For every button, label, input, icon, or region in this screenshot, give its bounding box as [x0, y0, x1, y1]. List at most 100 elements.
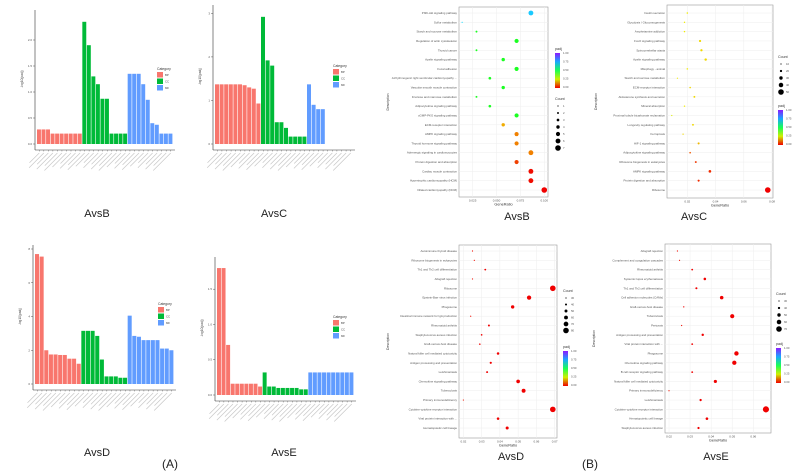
- size-legend-dot: [777, 306, 781, 310]
- data-point: [528, 150, 534, 156]
- legend-swatch-mf: [333, 333, 339, 339]
- bar-bp: [242, 85, 247, 144]
- bar-bp: [76, 363, 81, 384]
- x-tick-label: 0.07: [552, 440, 558, 444]
- colorbar-tick-label: 0.75: [786, 117, 792, 121]
- data-point: [700, 49, 703, 52]
- bar-mf: [311, 104, 316, 144]
- x-tick-label-illegible: [52, 152, 67, 168]
- x-tick-label-illegible: [44, 152, 58, 166]
- size-legend-dot: [555, 138, 561, 144]
- x-tick-label-illegible: [27, 392, 43, 408]
- legend-label: BP: [165, 73, 169, 77]
- figure-label-a: (A): [162, 457, 178, 471]
- data-point: [526, 295, 532, 300]
- colorbar-tick-label: 0.50: [784, 363, 790, 367]
- colorbar-tick-label: 0.00: [784, 380, 790, 384]
- y-tick-label: Amphetamine addiction: [635, 30, 666, 34]
- x-tick-label-illegible: [263, 403, 279, 419]
- y-tick-label: Primary immunodeficiency: [423, 398, 457, 402]
- bar-cc: [290, 387, 295, 395]
- data-point: [514, 66, 519, 71]
- bar-cc: [118, 377, 123, 384]
- bar-bp: [72, 358, 77, 384]
- bar-bp: [77, 133, 82, 144]
- y-axis-label: Description: [592, 330, 596, 347]
- bar-cc: [100, 98, 105, 144]
- data-point: [698, 39, 702, 43]
- y-tick-label: Starch and sucrose metabolism: [417, 30, 458, 34]
- bar-mf: [150, 123, 155, 144]
- bar-cc: [297, 136, 302, 144]
- bar-cc: [280, 387, 285, 395]
- data-point: [668, 390, 670, 392]
- x-tick-label-illegible: [28, 152, 45, 168]
- colorbar-tick-label: 0.25: [784, 372, 790, 376]
- x-tick-label-illegible: [254, 152, 269, 167]
- size-legend-label: 20: [786, 69, 790, 73]
- data-point: [514, 38, 519, 44]
- y-tick-label: 4: [28, 315, 30, 319]
- x-tick-label-illegible: [334, 403, 348, 417]
- data-point: [470, 315, 472, 317]
- data-point: [683, 30, 686, 33]
- bar-mf: [160, 348, 165, 384]
- x-tick-label-illegible: [216, 403, 229, 416]
- size-legend-dot: [777, 313, 781, 317]
- size-legend-title: Count: [776, 292, 786, 296]
- x-tick-label-illegible: [222, 152, 236, 166]
- legend-title: Category: [333, 315, 347, 319]
- bar-bp: [68, 133, 73, 144]
- bar-bp: [239, 383, 244, 395]
- data-point: [528, 178, 534, 184]
- bar-cc: [95, 335, 100, 384]
- y-tick-label: FoxO signaling pathway: [634, 39, 665, 43]
- bar-cc: [90, 330, 95, 384]
- data-point: [732, 360, 737, 365]
- y-tick-label: Adipocytokine signaling pathway: [623, 151, 665, 155]
- x-tick-label: 0.050: [493, 199, 501, 203]
- legend-label: BP: [166, 308, 170, 312]
- x-tick-label-illegible: [206, 152, 223, 168]
- plot-panel: [666, 4, 774, 199]
- bar-mf: [169, 350, 174, 384]
- size-legend-label: 40: [786, 83, 790, 87]
- data-point: [734, 351, 739, 356]
- x-tick-label-illegible: [238, 152, 255, 169]
- y-tick-label: Antigen processing and presentation: [410, 361, 457, 365]
- x-tick-label-illegible: [42, 392, 61, 411]
- data-point: [528, 10, 534, 16]
- x-tick-label-illegible: [129, 152, 144, 167]
- x-tick-label-illegible: [302, 403, 320, 422]
- x-tick-label-illegible: [279, 403, 293, 417]
- data-point: [671, 114, 673, 117]
- x-tick-label-illegible: [35, 392, 47, 405]
- x-tick-label-illegible: [209, 403, 220, 415]
- bar-cc: [105, 98, 109, 144]
- x-tick-label-illegible: [91, 152, 103, 165]
- x-tick-label-illegible: [90, 152, 108, 170]
- legend-title: Category: [158, 302, 172, 306]
- x-tick-label-illegible: [44, 152, 63, 171]
- x-tick-label-illegible: [74, 392, 89, 407]
- y-tick-label: Tuberculosis: [647, 314, 664, 318]
- legend-label: CC: [165, 80, 169, 84]
- x-tick-label-illegible: [271, 403, 284, 416]
- y-tick-label: Aldosterone synthesis and secretion: [619, 95, 666, 99]
- bar-cc: [294, 387, 299, 395]
- size-legend-label: 70: [571, 322, 575, 326]
- data-point: [697, 142, 700, 145]
- y-tick-label: Apelin signaling pathway: [425, 58, 457, 62]
- bar-cc: [262, 372, 267, 395]
- size-legend-dot: [565, 297, 567, 299]
- bar-mf: [326, 372, 331, 395]
- bar-cc: [118, 133, 123, 144]
- colorbar-tick-label: 0.00: [563, 85, 569, 89]
- data-point: [488, 104, 492, 108]
- data-point: [475, 95, 478, 98]
- x-axis-label: GeneRatio: [711, 204, 729, 208]
- y-tick-label: Allograft rejection: [435, 277, 458, 281]
- x-tick-label: 0.03: [479, 440, 485, 444]
- x-tick-label-illegible: [83, 152, 94, 164]
- padj-colorbar: [563, 351, 568, 386]
